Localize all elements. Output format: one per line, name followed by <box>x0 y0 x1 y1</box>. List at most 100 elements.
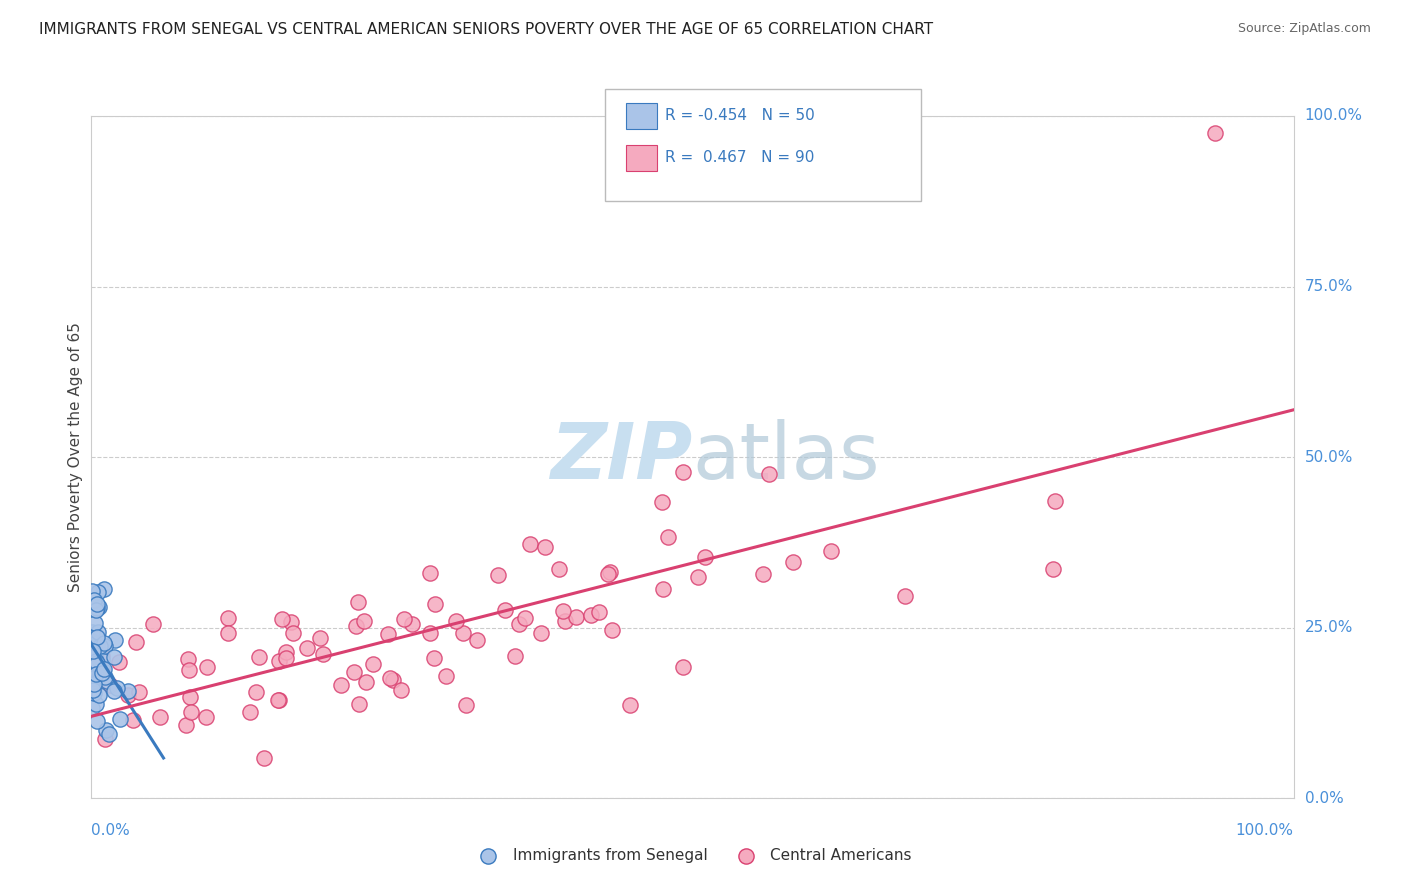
Point <box>758 467 780 482</box>
Point <box>519 537 541 551</box>
Point <box>93 670 115 684</box>
Point <box>554 615 576 629</box>
Point <box>329 678 352 692</box>
Point <box>651 495 673 509</box>
Point <box>239 705 262 719</box>
Point <box>176 718 198 732</box>
Point <box>312 647 335 661</box>
Point <box>309 631 332 645</box>
Point <box>688 569 710 583</box>
Point <box>1204 126 1226 140</box>
Point <box>84 603 107 617</box>
Y-axis label: Seniors Poverty Over the Age of 65: Seniors Poverty Over the Age of 65 <box>67 322 83 592</box>
Point <box>1043 494 1066 508</box>
Point <box>893 590 915 604</box>
Point <box>672 660 695 674</box>
Point <box>83 649 105 664</box>
Point <box>553 604 575 618</box>
Point <box>87 688 110 702</box>
Point <box>444 614 467 628</box>
Point <box>94 723 117 738</box>
Point <box>93 582 115 596</box>
Point <box>693 549 716 564</box>
Point <box>87 642 110 657</box>
Point <box>1042 561 1064 575</box>
Point <box>84 654 107 668</box>
Point <box>389 682 412 697</box>
Point <box>598 567 620 582</box>
Point <box>588 605 610 619</box>
Point <box>267 693 290 707</box>
Point <box>97 727 120 741</box>
Point <box>217 625 239 640</box>
Point <box>105 681 128 695</box>
Point <box>86 656 108 670</box>
Point <box>82 634 104 648</box>
Point <box>274 645 297 659</box>
Point <box>103 684 125 698</box>
Point <box>297 640 319 655</box>
Point <box>110 713 132 727</box>
Text: R =  0.467   N = 90: R = 0.467 N = 90 <box>665 151 814 165</box>
Point <box>820 544 842 558</box>
Point <box>378 671 401 685</box>
Point <box>423 651 446 665</box>
Point <box>349 697 371 711</box>
Point <box>87 657 110 672</box>
Point <box>195 710 218 724</box>
Text: 75.0%: 75.0% <box>1305 279 1353 294</box>
Point <box>534 540 557 554</box>
Point <box>486 568 509 582</box>
Point <box>353 614 375 628</box>
Point <box>89 666 111 681</box>
Point <box>83 642 105 657</box>
Point <box>87 600 110 615</box>
Point <box>494 603 516 617</box>
Point <box>86 600 108 615</box>
Point <box>245 685 267 699</box>
Point <box>90 666 112 681</box>
Point <box>122 713 145 727</box>
Point <box>579 607 602 622</box>
Point <box>80 583 103 598</box>
Point <box>177 652 200 666</box>
Point <box>86 625 108 640</box>
Text: atlas: atlas <box>692 419 880 495</box>
Point <box>125 635 148 649</box>
Text: 100.0%: 100.0% <box>1305 109 1362 123</box>
Point <box>86 598 108 612</box>
Point <box>565 609 588 624</box>
Point <box>98 678 121 692</box>
Point <box>80 625 103 640</box>
Text: Source: ZipAtlas.com: Source: ZipAtlas.com <box>1237 22 1371 36</box>
Point <box>343 665 366 680</box>
Point <box>247 650 270 665</box>
Point <box>87 670 110 684</box>
Point <box>434 669 457 683</box>
Point <box>752 567 775 582</box>
Point <box>83 685 105 699</box>
Text: IMMIGRANTS FROM SENEGAL VS CENTRAL AMERICAN SENIORS POVERTY OVER THE AGE OF 65 C: IMMIGRANTS FROM SENEGAL VS CENTRAL AMERI… <box>39 22 934 37</box>
Point <box>508 616 530 631</box>
Point <box>392 612 415 626</box>
Point <box>454 698 477 712</box>
Point <box>103 650 125 665</box>
Point <box>93 662 115 676</box>
Point <box>515 611 537 625</box>
Point <box>530 626 553 640</box>
Point <box>280 615 302 629</box>
Point <box>195 660 218 674</box>
Point <box>103 633 125 648</box>
Point <box>83 593 105 607</box>
Point <box>117 688 139 702</box>
Point <box>89 639 111 653</box>
Point <box>465 633 488 648</box>
Point <box>267 654 290 668</box>
Text: 0.0%: 0.0% <box>1305 791 1343 805</box>
Legend: Immigrants from Senegal, Central Americans: Immigrants from Senegal, Central America… <box>467 842 918 869</box>
Text: ZIP: ZIP <box>550 419 692 495</box>
Text: 0.0%: 0.0% <box>91 823 131 838</box>
Point <box>86 714 108 729</box>
Point <box>451 626 474 640</box>
Point <box>177 663 200 677</box>
